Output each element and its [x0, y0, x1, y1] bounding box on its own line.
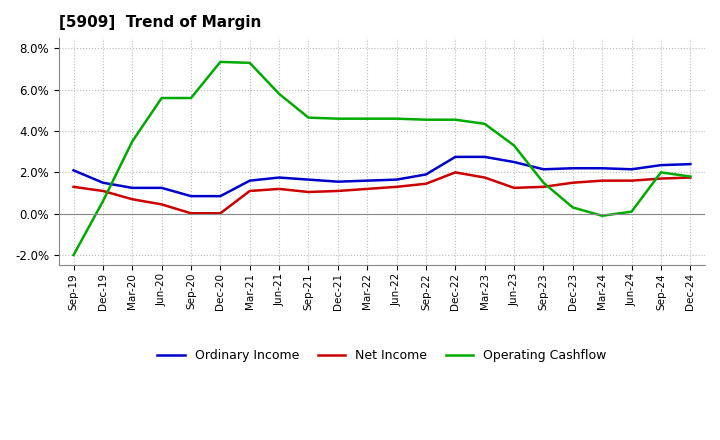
- Net Income: [686, 175, 695, 180]
- Line: Ordinary Income: Ordinary Income: [73, 157, 690, 196]
- Net Income: [275, 186, 284, 191]
- Operating Cashflow: [333, 116, 342, 121]
- Ordinary Income: [451, 154, 459, 160]
- Ordinary Income: [363, 178, 372, 183]
- Net Income: [539, 184, 548, 190]
- Net Income: [333, 188, 342, 194]
- Operating Cashflow: [422, 117, 431, 122]
- Line: Net Income: Net Income: [73, 172, 690, 213]
- Operating Cashflow: [69, 253, 78, 258]
- Net Income: [99, 188, 107, 194]
- Ordinary Income: [422, 172, 431, 177]
- Operating Cashflow: [363, 116, 372, 121]
- Ordinary Income: [510, 159, 518, 165]
- Operating Cashflow: [275, 91, 284, 96]
- Net Income: [510, 185, 518, 191]
- Ordinary Income: [598, 165, 606, 171]
- Net Income: [451, 170, 459, 175]
- Net Income: [569, 180, 577, 185]
- Line: Operating Cashflow: Operating Cashflow: [73, 62, 690, 255]
- Net Income: [216, 211, 225, 216]
- Ordinary Income: [186, 194, 195, 199]
- Net Income: [480, 175, 489, 180]
- Net Income: [186, 211, 195, 216]
- Ordinary Income: [69, 168, 78, 173]
- Ordinary Income: [99, 180, 107, 185]
- Net Income: [363, 186, 372, 191]
- Ordinary Income: [657, 162, 665, 168]
- Operating Cashflow: [686, 174, 695, 179]
- Operating Cashflow: [392, 116, 401, 121]
- Ordinary Income: [539, 167, 548, 172]
- Operating Cashflow: [569, 205, 577, 210]
- Operating Cashflow: [128, 139, 137, 144]
- Ordinary Income: [392, 177, 401, 182]
- Operating Cashflow: [657, 170, 665, 175]
- Ordinary Income: [304, 177, 312, 182]
- Text: [5909]  Trend of Margin: [5909] Trend of Margin: [59, 15, 261, 30]
- Ordinary Income: [246, 178, 254, 183]
- Operating Cashflow: [186, 95, 195, 101]
- Ordinary Income: [686, 161, 695, 167]
- Ordinary Income: [216, 194, 225, 199]
- Ordinary Income: [128, 185, 137, 191]
- Operating Cashflow: [304, 115, 312, 120]
- Operating Cashflow: [246, 60, 254, 66]
- Ordinary Income: [158, 185, 166, 191]
- Operating Cashflow: [627, 209, 636, 214]
- Operating Cashflow: [451, 117, 459, 122]
- Operating Cashflow: [598, 213, 606, 218]
- Ordinary Income: [569, 165, 577, 171]
- Net Income: [158, 202, 166, 207]
- Operating Cashflow: [99, 198, 107, 204]
- Net Income: [598, 178, 606, 183]
- Legend: Ordinary Income, Net Income, Operating Cashflow: Ordinary Income, Net Income, Operating C…: [152, 344, 612, 367]
- Net Income: [422, 181, 431, 187]
- Ordinary Income: [275, 175, 284, 180]
- Net Income: [392, 184, 401, 190]
- Net Income: [657, 176, 665, 181]
- Operating Cashflow: [480, 121, 489, 126]
- Net Income: [304, 189, 312, 194]
- Net Income: [69, 184, 78, 190]
- Operating Cashflow: [539, 180, 548, 185]
- Ordinary Income: [333, 179, 342, 184]
- Operating Cashflow: [216, 59, 225, 65]
- Net Income: [246, 188, 254, 194]
- Ordinary Income: [480, 154, 489, 160]
- Net Income: [627, 178, 636, 183]
- Net Income: [128, 197, 137, 202]
- Ordinary Income: [627, 167, 636, 172]
- Operating Cashflow: [158, 95, 166, 101]
- Operating Cashflow: [510, 143, 518, 148]
